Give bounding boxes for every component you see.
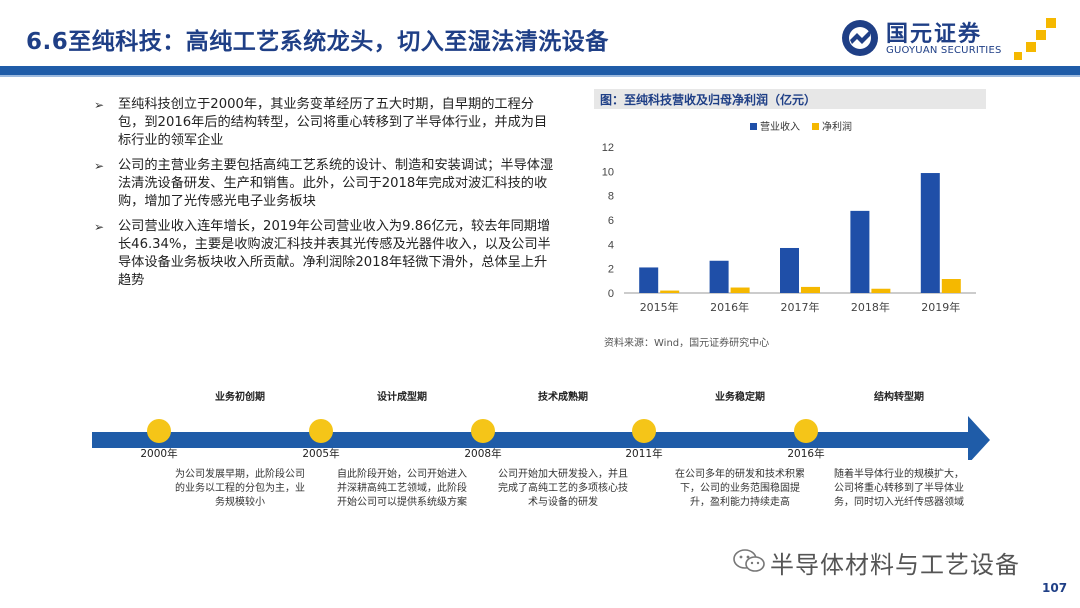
bullet-item: ➢ 公司营业收入连年增长，2019年公司营业收入为9.86亿元，较去年同期增长4… <box>94 218 554 290</box>
guoyuan-logo: 国元证券 GUOYUAN SECURITIES <box>840 14 1076 62</box>
legend-label: 净利润 <box>822 120 852 133</box>
legend-swatch <box>750 123 757 130</box>
bar-revenue <box>709 260 729 293</box>
y-tick-label: 4 <box>608 239 614 251</box>
logo-square-icon <box>1046 18 1056 28</box>
header-rule <box>0 66 1080 75</box>
chart-plot: 0 2 4 6 8 10 12 2015年 2016年 2017年 2018年 2019年 营业收入 净利… <box>602 120 976 314</box>
logo-mark-icon <box>842 20 878 56</box>
x-tick-label: 2017年 <box>781 300 820 314</box>
chart-title-bar: 图：至纯科技营收及归母净利润（亿元） <box>594 89 986 109</box>
timeline-arrow <box>92 416 990 460</box>
logo-square-icon <box>1014 52 1022 60</box>
x-tick-label: 2019年 <box>921 300 960 314</box>
milestone-dot <box>147 419 171 443</box>
timeline: 业务初创期 2000年为公司发展早期，此阶段公司的业务以工程的分包为主，业务规模较… <box>0 380 1080 580</box>
milestone-description: 公司开始加大研发投入，并且完成了高纯工艺的多项核心技术与设备的研发 <box>498 469 628 508</box>
logo-cn-text: 国元证券 <box>886 22 983 47</box>
logo-square-icon <box>1036 30 1046 40</box>
bar-revenue <box>920 173 940 293</box>
logo-square-icon <box>1026 42 1036 52</box>
milestone-year: 2000年 <box>140 448 178 460</box>
milestone-description: 随着半导体行业的规模扩大，公司将重心转移到了半导体业务，同时切入光纤传感器领域 <box>834 469 964 508</box>
milestone-year: 2008年 <box>464 448 502 460</box>
milestone-dot <box>794 419 818 443</box>
y-tick-label: 2 <box>608 264 614 276</box>
bullet-text: 公司的主营业务主要包括高纯工艺系统的设计、制造和安装调试；半导体湿法清洗设备研发… <box>118 158 554 209</box>
milestone-description: 在公司多年的研发和技术积累下，公司的业务范围稳固提升，盈利能力持续走高 <box>675 469 805 508</box>
logo-en-text: GUOYUAN SECURITIES <box>886 45 1002 56</box>
revenue-chart: 图：至纯科技营收及归母净利润（亿元） 0 2 4 6 8 10 12 2015年 2016年 20… <box>594 89 986 351</box>
phase-label: 设计成型期 <box>377 392 427 403</box>
bar-revenue <box>639 267 659 293</box>
bar-net-profit <box>941 279 961 293</box>
bullet-text: 公司营业收入连年增长，2019年公司营业收入为9.86亿元，较去年同期增长46.… <box>118 219 551 288</box>
y-tick-label: 12 <box>602 142 614 154</box>
legend-label: 营业收入 <box>760 120 800 133</box>
x-tick-label: 2018年 <box>851 300 890 314</box>
milestone-dot <box>309 419 333 443</box>
bar-net-profit <box>730 287 750 293</box>
phase-label: 业务稳定期 <box>715 392 765 403</box>
milestone-year: 2016年 <box>787 448 825 460</box>
milestone-year: 2005年 <box>302 448 340 460</box>
y-tick-label: 10 <box>602 166 614 178</box>
watermark: 半导体材料与工艺设备 <box>732 545 1052 579</box>
x-tick-label: 2016年 <box>710 300 749 314</box>
slide-header: 6.6至纯科技：高纯工艺系统龙头，切入至湿法清洗设备 国元证券 GUOYUAN … <box>0 0 1080 77</box>
bar-net-profit <box>660 290 680 293</box>
milestone-dot <box>471 419 495 443</box>
legend-swatch <box>812 123 819 130</box>
phase-label: 结构转型期 <box>874 392 924 403</box>
bullet-arrow-icon: ➢ <box>94 220 105 234</box>
bar-net-profit <box>801 286 820 293</box>
chart-source: 资料来源：Wind，国元证券研究中心 <box>604 338 770 349</box>
bullet-text: 至纯科技创立于2000年，其业务变革经历了五大时期，自早期的工程分包，到2016… <box>118 97 548 148</box>
bullet-item: ➢ 公司的主营业务主要包括高纯工艺系统的设计、制造和安装调试；半导体湿法清洗设备… <box>94 157 554 211</box>
wechat-icon <box>733 549 765 572</box>
milestone-description: 为公司发展早期，此阶段公司的业务以工程的分包为主，业务规模较小 <box>175 469 305 508</box>
phase-label: 技术成熟期 <box>538 392 588 403</box>
bullet-list: ➢ 至纯科技创立于2000年，其业务变革经历了五大时期，自早期的工程分包，到20… <box>94 96 554 297</box>
milestone-dot <box>632 419 656 443</box>
header-rule-thin <box>0 75 1080 77</box>
milestone-year: 2011年 <box>625 448 663 460</box>
bar-revenue <box>850 210 870 293</box>
watermark-text: 半导体材料与工艺设备 <box>770 551 1020 579</box>
x-tick-label: 2015年 <box>640 300 679 314</box>
milestone-description: 自此阶段开始，公司开始进入并深耕高纯工艺领域，此阶段开始公司可以提供系统级方案 <box>337 469 467 508</box>
y-tick-label: 6 <box>608 215 614 227</box>
bar-revenue <box>780 247 799 293</box>
page-number: 107 <box>1042 581 1068 595</box>
bullet-item: ➢ 至纯科技创立于2000年，其业务变革经历了五大时期，自早期的工程分包，到20… <box>94 96 554 150</box>
bar-net-profit <box>871 288 891 293</box>
y-tick-label: 8 <box>608 191 614 203</box>
phase-label: 业务初创期 <box>215 392 265 403</box>
chart-title: 图：至纯科技营收及归母净利润（亿元） <box>600 93 817 107</box>
bullet-arrow-icon: ➢ <box>94 159 105 173</box>
slide-title: 6.6至纯科技：高纯工艺系统龙头，切入至湿法清洗设备 <box>26 29 609 55</box>
bullet-arrow-icon: ➢ <box>94 98 105 112</box>
y-tick-label: 0 <box>608 288 614 300</box>
